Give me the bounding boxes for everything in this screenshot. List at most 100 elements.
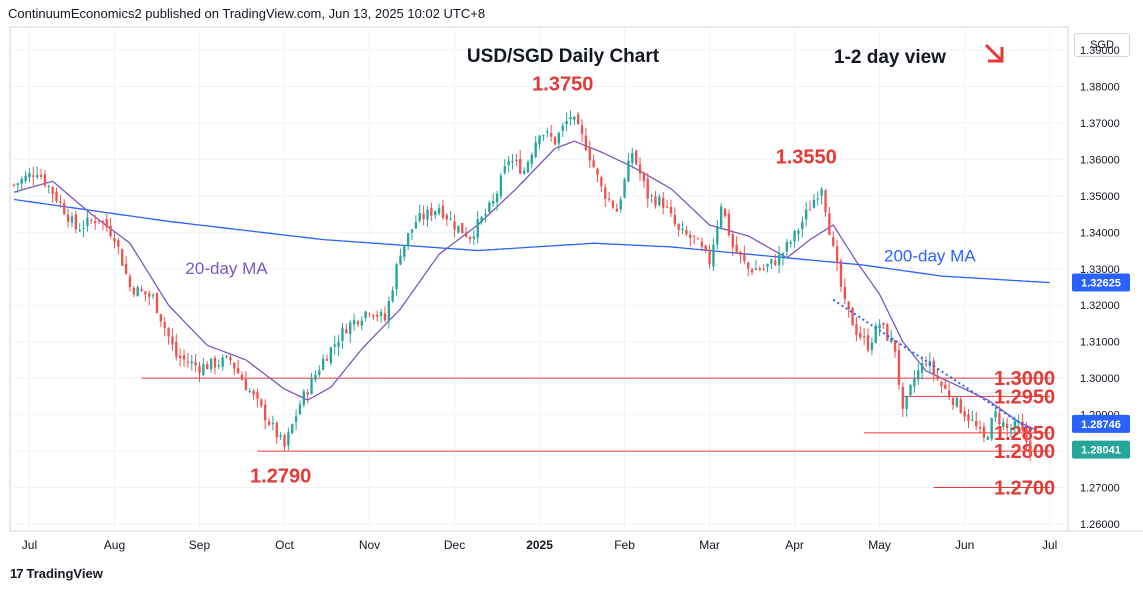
candle-body: [805, 209, 808, 220]
candle-body: [982, 426, 986, 438]
candle-body: [828, 213, 831, 235]
candle-body: [325, 358, 329, 361]
candle-body: [430, 207, 433, 216]
price-badge-label: 1.28041: [1081, 445, 1121, 457]
candle-body: [140, 289, 143, 291]
candle-body: [1029, 440, 1032, 455]
x-tick-label: Jul: [1042, 538, 1057, 552]
candle-body: [225, 355, 228, 358]
candle-body: [28, 172, 31, 178]
x-tick-label: Mar: [699, 538, 720, 552]
candle-body: [978, 427, 982, 429]
candle-body: [399, 255, 402, 265]
candle-body: [236, 368, 240, 374]
candle-body: [584, 135, 588, 150]
candle-body: [886, 324, 889, 341]
candle-body: [1013, 420, 1017, 428]
candle-body: [561, 125, 564, 131]
candle-body: [820, 188, 823, 196]
y-tick-label: 1.38000: [1080, 81, 1120, 93]
candle-body: [789, 241, 792, 244]
candle-body: [198, 366, 201, 373]
candle-body: [793, 231, 796, 242]
candle-body: [47, 186, 50, 188]
y-tick-label: 1.30000: [1080, 373, 1120, 385]
y-tick-label: 1.32000: [1080, 300, 1120, 312]
candle-body: [577, 114, 580, 125]
candle-body: [364, 311, 367, 319]
candle-body: [51, 186, 54, 195]
candle-body: [314, 374, 317, 380]
candle-body: [905, 396, 908, 409]
candle-body: [252, 391, 255, 395]
chart-subtitle: 1-2 day view: [834, 47, 946, 68]
candle-body: [109, 225, 112, 237]
candle-body: [596, 168, 599, 175]
candle-body: [221, 357, 224, 367]
candle-body: [607, 198, 611, 200]
x-tick-label: Nov: [359, 538, 380, 552]
candle-body: [121, 249, 124, 266]
candle-body: [708, 249, 711, 265]
candle-body: [665, 206, 669, 208]
candle-body: [395, 264, 398, 290]
price-annotation: 1.3750: [532, 74, 593, 96]
candle-body: [194, 361, 197, 366]
candle-body: [101, 221, 105, 223]
candle-body: [1021, 421, 1024, 430]
candle-body: [372, 315, 375, 317]
candle-body: [519, 159, 522, 174]
price-badge: [1072, 440, 1130, 459]
candle-body: [785, 242, 789, 252]
candle-body: [379, 312, 383, 316]
y-tick-label: 1.39000: [1080, 45, 1120, 57]
candle-body: [426, 209, 429, 220]
candle-body: [82, 227, 85, 229]
level-label: 1.2950: [994, 386, 1055, 408]
candle-body: [963, 411, 966, 417]
candle-body: [406, 233, 410, 246]
candle-body: [124, 263, 128, 274]
ma20-path: [13, 140, 1035, 430]
down-arrow-icon: [984, 43, 1004, 63]
candle-body: [808, 209, 812, 211]
candle-body: [36, 175, 39, 178]
candle-body: [376, 314, 379, 317]
candle-body: [283, 434, 286, 447]
candle-body: [453, 221, 456, 230]
candle-body: [310, 377, 313, 395]
candle-body: [754, 268, 758, 271]
candle-body: [321, 358, 325, 370]
candle-body: [151, 295, 155, 297]
currency-selector[interactable]: SGD: [1074, 33, 1130, 57]
time-axis: Jul Aug Sep Oct Nov Dec 2025 Feb Mar Apr May Jun Jul: [22, 538, 1058, 552]
candle-body: [248, 391, 251, 393]
candle-body: [619, 199, 622, 210]
candle-body: [600, 177, 603, 187]
candle-body: [735, 244, 738, 253]
candle-body: [712, 244, 715, 267]
candle-body: [673, 214, 676, 225]
candle-body: [287, 432, 290, 446]
candle-body: [696, 238, 700, 240]
candle-body: [604, 187, 607, 199]
candle-body: [727, 213, 731, 236]
candle-body: [882, 322, 885, 325]
candle-body: [932, 360, 935, 374]
candle-body: [511, 161, 514, 163]
price-badge: [1072, 273, 1130, 292]
candle-body: [762, 268, 765, 270]
candle-body: [341, 328, 344, 341]
publisher-header: ContinuumEconomics2 published on Trading…: [8, 6, 486, 21]
candle-body: [893, 340, 897, 352]
candle-body: [356, 321, 360, 325]
ma200-line: [13, 198, 1050, 284]
candle-body: [352, 319, 356, 325]
chart-title: USD/SGD Daily Chart: [467, 46, 660, 67]
candle-body: [182, 355, 186, 360]
candle-body: [801, 221, 804, 229]
candle-body: [638, 164, 642, 174]
candle-body: [256, 392, 259, 399]
candle-body: [468, 236, 472, 240]
